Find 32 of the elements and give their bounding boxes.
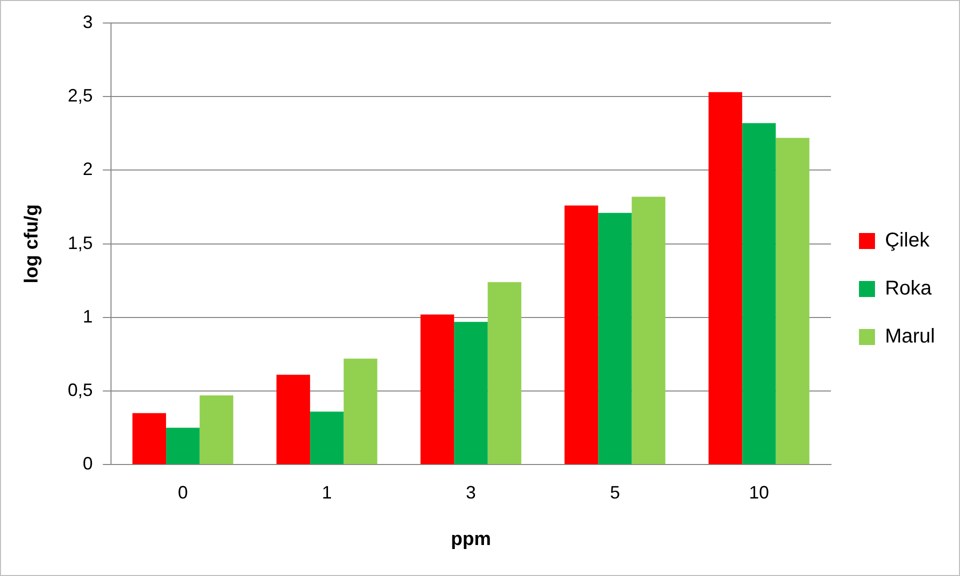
bar — [132, 413, 166, 464]
x-tick-label: 10 — [748, 482, 769, 502]
legend-label: Roka — [884, 278, 933, 300]
bar — [598, 212, 632, 464]
bar — [454, 322, 488, 464]
x-tick-label: 3 — [466, 482, 476, 502]
x-tick-label: 5 — [610, 482, 620, 502]
legend-label: Çilek — [884, 230, 930, 252]
x-axis-title: ppm — [450, 528, 491, 550]
y-tick-label: 0 — [82, 454, 93, 474]
bar — [708, 92, 742, 464]
bar — [276, 374, 310, 464]
bar — [632, 196, 666, 464]
y-tick-label: 0,5 — [68, 380, 93, 400]
bar — [742, 123, 776, 464]
y-axis-title: log cfu/g — [22, 204, 43, 284]
bar — [344, 358, 378, 464]
y-tick-label: 3 — [82, 12, 93, 32]
bar — [488, 282, 522, 464]
x-tick-label: 1 — [322, 482, 332, 502]
x-tick-label: 0 — [178, 482, 188, 502]
bar — [564, 206, 598, 464]
bar — [200, 395, 234, 464]
bar — [166, 428, 200, 464]
y-tick-label: 1 — [82, 306, 93, 326]
y-tick-label: 2 — [82, 159, 93, 180]
legend-label: Marul — [884, 326, 936, 348]
y-tick-label: 1,5 — [68, 232, 93, 253]
y-tick-label: 2,5 — [68, 86, 93, 106]
bar — [310, 412, 344, 464]
bar — [776, 138, 810, 464]
bar — [420, 314, 454, 464]
